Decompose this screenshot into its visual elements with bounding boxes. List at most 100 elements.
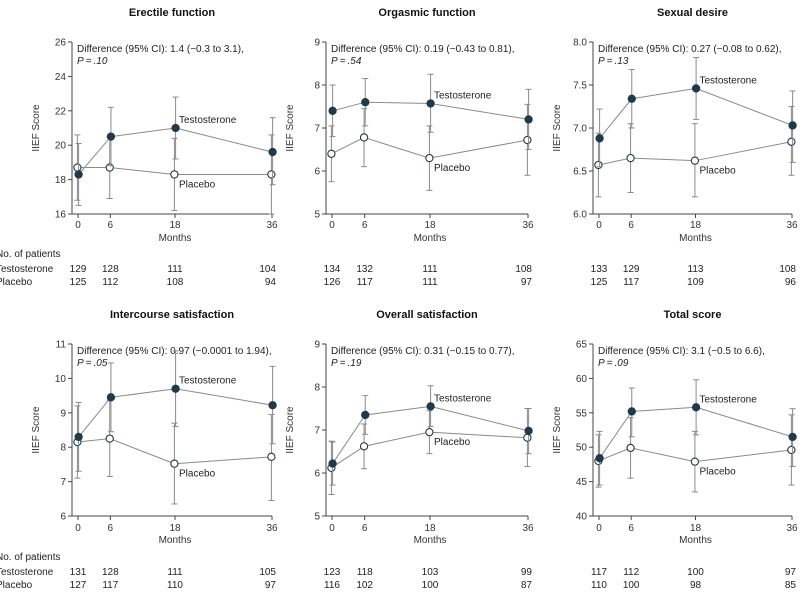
placebo-point (267, 452, 276, 461)
y-tick-label: 26 (55, 38, 67, 49)
x-tick-label: 18 (424, 523, 436, 534)
placebo-series-line (598, 141, 792, 166)
x-tick-label: 0 (329, 523, 335, 534)
count-placebo: 97 (521, 277, 533, 288)
p-value: P = .13 (598, 56, 629, 67)
count-testosterone: 111 (167, 567, 183, 578)
y-axis-label: IIEF Score (285, 406, 296, 454)
series-label-placebo: Placebo (179, 179, 216, 190)
placebo-point (425, 153, 434, 163)
placebo-point (594, 160, 603, 170)
testosterone-point (627, 94, 636, 103)
panel-title: Sexual desire (657, 7, 728, 19)
y-tick-label: 10 (55, 374, 67, 385)
x-tick-label: 0 (75, 220, 81, 231)
placebo-point (105, 434, 114, 443)
y-tick-label: 11 (56, 340, 67, 351)
count-placebo: 85 (785, 580, 797, 591)
x-tick-label: 6 (108, 220, 114, 231)
testosterone-series-line (78, 127, 273, 175)
count-placebo: 97 (265, 580, 277, 591)
y-tick-label: 60 (576, 374, 588, 385)
count-placebo: 117 (357, 277, 373, 288)
count-placebo: 116 (324, 580, 340, 591)
y-tick-label: 6 (314, 167, 320, 178)
testosterone-point (74, 432, 83, 442)
y-tick-label: 24 (55, 72, 67, 83)
testosterone-point (426, 99, 435, 108)
y-tick-label: 9 (314, 38, 320, 49)
placebo-point (787, 137, 796, 146)
x-tick-label: 18 (424, 220, 436, 231)
placebo-point (690, 156, 700, 165)
testosterone-series-line (332, 405, 529, 464)
count-testosterone: 134 (324, 264, 341, 275)
series-label-testosterone: Testosterone (700, 75, 758, 86)
y-tick-label: 16 (55, 210, 67, 221)
row-label-testosterone: Testosterone (0, 567, 54, 578)
y-tick-label: 50 (576, 443, 588, 454)
placebo-point (73, 163, 82, 172)
count-placebo: 117 (623, 277, 639, 288)
testosterone-point (691, 403, 701, 412)
panel-title: Overall satisfaction (376, 309, 478, 321)
placebo-point (425, 427, 434, 437)
placebo-point (327, 149, 336, 158)
count-testosterone: 112 (623, 567, 639, 578)
y-tick-label: 7.0 (573, 124, 587, 135)
testosterone-point (171, 384, 180, 393)
testosterone-series-line (78, 388, 273, 438)
x-tick-label: 36 (786, 523, 798, 534)
p-value: P = .09 (598, 358, 629, 369)
x-tick-label: 0 (329, 220, 335, 231)
count-testosterone: 117 (591, 567, 607, 578)
x-tick-label: 0 (75, 523, 81, 534)
difference-annotation: Difference (95% CI): 0.97 (−0.0001 to 1.… (77, 346, 272, 357)
count-placebo: 110 (167, 580, 183, 591)
count-testosterone: 113 (688, 264, 704, 275)
testosterone-series-line (599, 87, 793, 139)
p-value: P = .05 (77, 358, 108, 369)
count-placebo: 125 (591, 277, 608, 288)
x-tick-label: 6 (362, 523, 368, 534)
y-tick-label: 6 (314, 469, 320, 480)
count-testosterone: 131 (70, 567, 87, 578)
placebo-series-line (331, 136, 528, 159)
y-tick-label: 40 (576, 512, 588, 523)
count-testosterone: 111 (422, 264, 438, 275)
count-testosterone: 105 (259, 567, 276, 578)
count-placebo: 98 (690, 580, 702, 591)
count-testosterone: 97 (785, 567, 797, 578)
testosterone-point (106, 393, 116, 402)
x-tick-label: 18 (690, 523, 702, 534)
x-axis-label: Months (414, 233, 447, 244)
testosterone-point (524, 426, 533, 436)
x-axis-label: Months (679, 233, 712, 244)
row-label-placebo: Placebo (0, 277, 33, 288)
difference-annotation: Difference (95% CI): 1.4 (−0.3 to 3.1), (77, 44, 244, 55)
count-testosterone: 108 (779, 264, 796, 275)
x-tick-label: 36 (266, 220, 278, 231)
testosterone-point (74, 170, 83, 179)
panel-erectile-function: Erectile function 16 18 20 22 24 26 0 6 18 36 Month… (0, 7, 278, 288)
x-axis-label: Months (414, 535, 447, 546)
y-tick-label: 5 (314, 512, 320, 523)
y-tick-label: 65 (576, 340, 588, 351)
table-header: No. of patients (0, 552, 60, 563)
count-testosterone: 128 (102, 567, 119, 578)
panel-total-score: Total score 40 45 50 55 60 65 0 6 18 36 Months IIEF … (552, 309, 798, 591)
testosterone-point (788, 432, 797, 442)
placebo-point (359, 133, 369, 142)
y-tick-label: 5 (314, 210, 320, 221)
y-tick-label: 7 (314, 124, 320, 135)
y-tick-label: 6.0 (573, 210, 587, 221)
y-axis-label: IIEF Score (552, 406, 563, 454)
x-tick-label: 0 (596, 523, 602, 534)
count-placebo: 109 (687, 277, 704, 288)
testosterone-point (595, 454, 604, 463)
placebo-series-line (77, 438, 272, 465)
count-placebo: 94 (265, 277, 277, 288)
count-testosterone: 132 (356, 264, 373, 275)
count-testosterone: 103 (422, 567, 439, 578)
testosterone-point (268, 401, 277, 410)
